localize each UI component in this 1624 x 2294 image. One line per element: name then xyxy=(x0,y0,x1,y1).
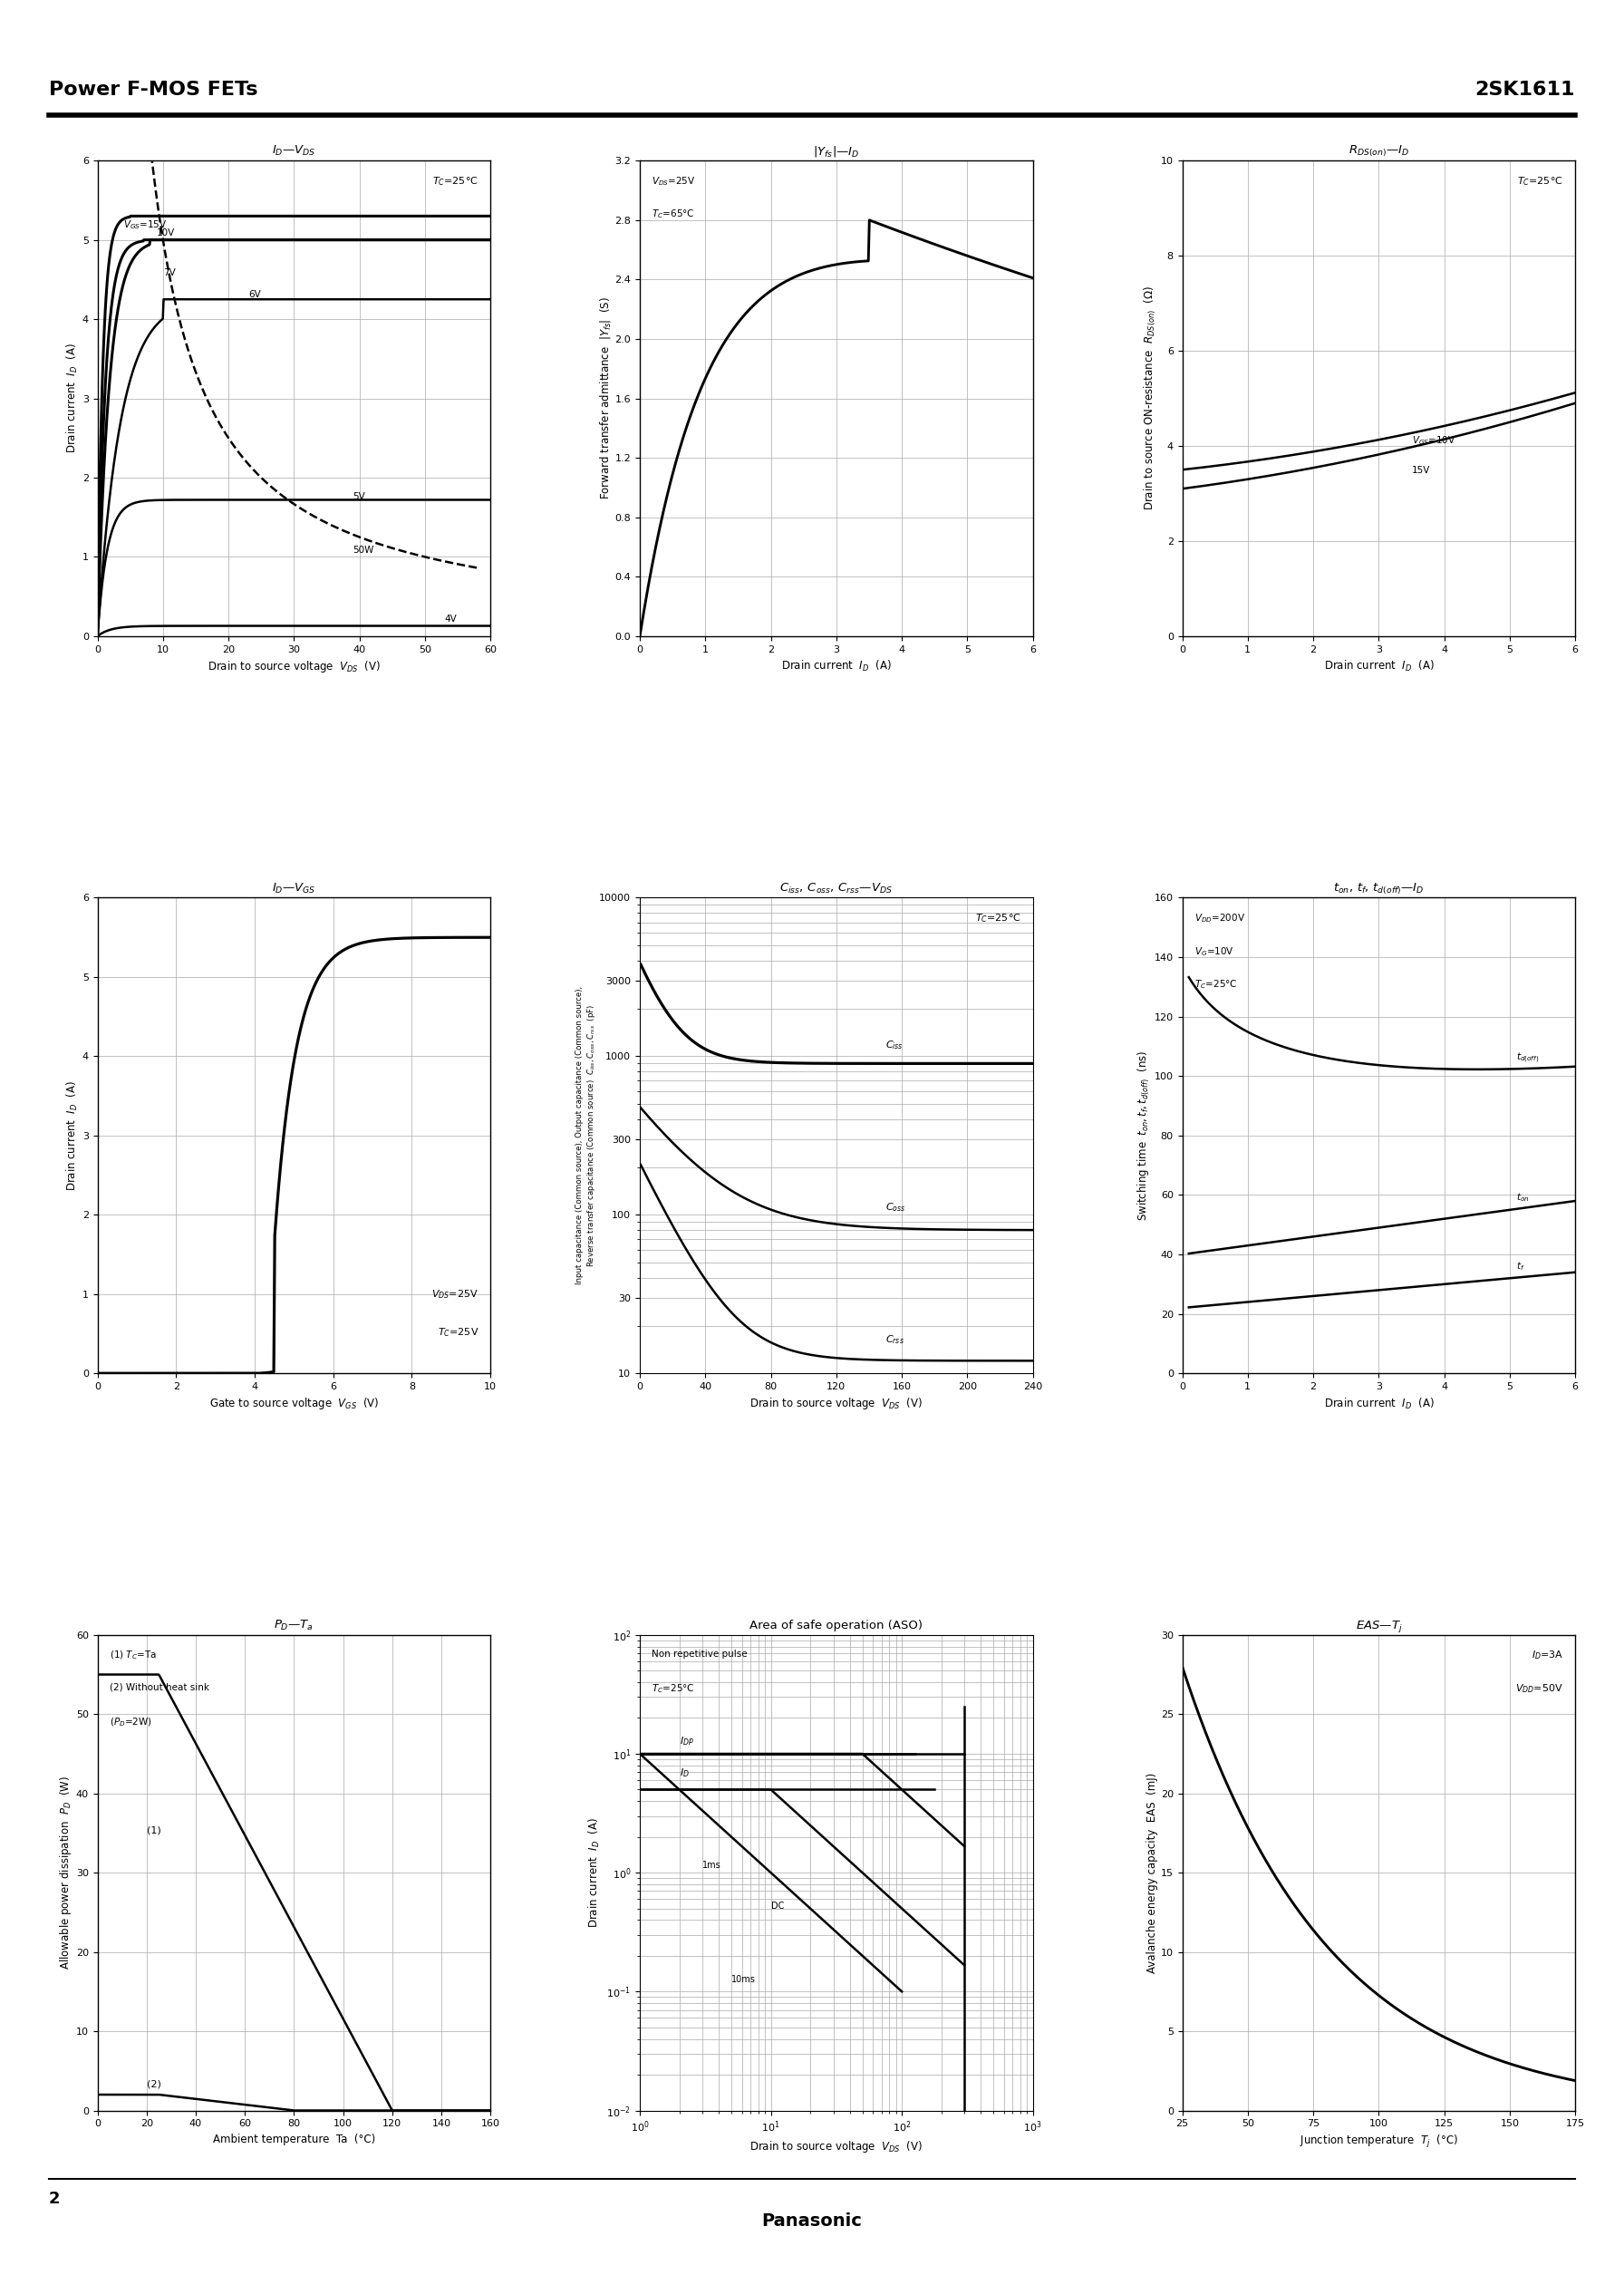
Text: Panasonic: Panasonic xyxy=(762,2211,862,2230)
Text: $I_{DP}$: $I_{DP}$ xyxy=(679,1734,693,1748)
Text: $C_{oss}$: $C_{oss}$ xyxy=(885,1200,906,1214)
Text: $V_{GS}$=10V: $V_{GS}$=10V xyxy=(1411,434,1455,447)
Title: $C_{iss},\, C_{oss},\, C_{rss} — V_{DS}$: $C_{iss},\, C_{oss},\, C_{rss} — V_{DS}$ xyxy=(780,881,893,895)
Text: 2SK1611: 2SK1611 xyxy=(1475,80,1575,99)
Text: $T_C$=65°C: $T_C$=65°C xyxy=(651,209,695,220)
Y-axis label: Drain to source ON-resistance  $R_{DS(on)}$  ($\Omega$): Drain to source ON-resistance $R_{DS(on)… xyxy=(1142,287,1158,512)
Y-axis label: Forward transfer admittance  $|Y_{fs}|$  (S): Forward transfer admittance $|Y_{fs}|$ (… xyxy=(598,296,612,500)
Text: $I_D$: $I_D$ xyxy=(679,1766,689,1780)
Title: Area of safe operation (ASO): Area of safe operation (ASO) xyxy=(750,1620,922,1631)
Title: $|Y_{fs}| — I_D$: $|Y_{fs}| — I_D$ xyxy=(814,145,859,158)
Text: $T_C$=25°C: $T_C$=25°C xyxy=(432,174,479,188)
Title: $EAS — T_j$: $EAS — T_j$ xyxy=(1356,1620,1402,1633)
Y-axis label: Drain current  $I_D$  (A): Drain current $I_D$ (A) xyxy=(65,344,80,454)
X-axis label: Drain to source voltage  $V_{DS}$  (V): Drain to source voltage $V_{DS}$ (V) xyxy=(750,2140,922,2154)
Y-axis label: Allowable power dissipation  $P_D$  (W): Allowable power dissipation $P_D$ (W) xyxy=(58,1776,73,1971)
Text: $T_C$=25°C: $T_C$=25°C xyxy=(651,1682,695,1695)
Text: 10ms: 10ms xyxy=(731,1975,755,1984)
Text: (2) Without heat sink: (2) Without heat sink xyxy=(109,1682,209,1691)
X-axis label: Drain current  $I_D$  (A): Drain current $I_D$ (A) xyxy=(781,658,892,674)
Title: $I_D — V_{GS}$: $I_D — V_{GS}$ xyxy=(271,881,317,895)
Text: 5V: 5V xyxy=(352,491,365,500)
Y-axis label: Avalanche energy capacity  EAS  (mJ): Avalanche energy capacity EAS (mJ) xyxy=(1147,1773,1158,1973)
Y-axis label: Drain current  $I_D$  (A): Drain current $I_D$ (A) xyxy=(65,1080,80,1191)
X-axis label: Ambient temperature  Ta  (°C): Ambient temperature Ta (°C) xyxy=(213,2133,375,2145)
Text: $T_C$=25°C: $T_C$=25°C xyxy=(974,913,1021,924)
Text: $t_{d(off)}$: $t_{d(off)}$ xyxy=(1517,1051,1540,1064)
Text: (2): (2) xyxy=(146,2078,161,2088)
Text: 6V: 6V xyxy=(248,289,260,298)
Text: 50W: 50W xyxy=(352,546,374,555)
Text: $T_C$=25°C: $T_C$=25°C xyxy=(1194,980,1237,991)
Text: $C_{iss}$: $C_{iss}$ xyxy=(885,1039,903,1051)
Title: $P_D — T_a$: $P_D — T_a$ xyxy=(274,1620,313,1633)
Text: $C_{rss}$: $C_{rss}$ xyxy=(885,1333,905,1347)
Title: $t_{on},\, t_f,\, t_{d(off)} — I_D$: $t_{on},\, t_f,\, t_{d(off)} — I_D$ xyxy=(1333,881,1424,897)
Text: (1): (1) xyxy=(146,1826,161,1835)
Text: Power F-MOS FETs: Power F-MOS FETs xyxy=(49,80,258,99)
X-axis label: Drain current  $I_D$  (A): Drain current $I_D$ (A) xyxy=(1324,658,1434,674)
Text: $I_D$=3A: $I_D$=3A xyxy=(1531,1649,1564,1661)
Y-axis label: Drain current  $I_D$  (A): Drain current $I_D$ (A) xyxy=(586,1817,601,1927)
Text: $t_f$: $t_f$ xyxy=(1517,1259,1525,1273)
X-axis label: Drain to source voltage  $V_{DS}$  (V): Drain to source voltage $V_{DS}$ (V) xyxy=(750,1397,922,1411)
Text: 2: 2 xyxy=(49,2191,60,2207)
Text: $V_{DS}$=25V: $V_{DS}$=25V xyxy=(432,1287,479,1301)
X-axis label: Gate to source voltage  $V_{GS}$  (V): Gate to source voltage $V_{GS}$ (V) xyxy=(209,1397,378,1411)
Text: $V_{GS}$=15V: $V_{GS}$=15V xyxy=(123,218,167,232)
Text: 7V: 7V xyxy=(162,268,175,278)
Text: $T_C$=25V: $T_C$=25V xyxy=(437,1326,479,1337)
X-axis label: Drain to source voltage  $V_{DS}$  (V): Drain to source voltage $V_{DS}$ (V) xyxy=(208,658,380,674)
Text: 4V: 4V xyxy=(445,615,456,624)
Text: (1) $T_C$=Ta: (1) $T_C$=Ta xyxy=(109,1649,156,1661)
Text: Non repetitive pulse: Non repetitive pulse xyxy=(651,1649,747,1659)
Text: $V_G$=10V: $V_G$=10V xyxy=(1194,945,1234,959)
Title: $R_{DS(on)} — I_D$: $R_{DS(on)} — I_D$ xyxy=(1348,145,1410,158)
Text: $V_{DS}$=25V: $V_{DS}$=25V xyxy=(651,174,695,188)
Text: DC: DC xyxy=(771,1902,784,1911)
Y-axis label: Input capacitance (Common source), Output capacitance (Common source),
Reverse t: Input capacitance (Common source), Outpu… xyxy=(575,986,596,1285)
Text: $T_C$=25°C: $T_C$=25°C xyxy=(1517,174,1564,188)
Text: 15V: 15V xyxy=(1411,466,1431,475)
Text: $V_{DD}$=50V: $V_{DD}$=50V xyxy=(1515,1682,1564,1695)
Text: $V_{DD}$=200V: $V_{DD}$=200V xyxy=(1194,913,1246,924)
Text: 10V: 10V xyxy=(156,229,175,239)
Text: ($P_D$=2W): ($P_D$=2W) xyxy=(109,1716,151,1727)
Y-axis label: Switching time  $t_{on},t_f,t_{d(off)}$  (ns): Switching time $t_{on},t_f,t_{d(off)}$ (… xyxy=(1137,1051,1151,1220)
X-axis label: Drain current  $I_D$  (A): Drain current $I_D$ (A) xyxy=(1324,1397,1434,1411)
X-axis label: Junction temperature  $T_j$  (°C): Junction temperature $T_j$ (°C) xyxy=(1299,2133,1458,2149)
Text: $t_{on}$: $t_{on}$ xyxy=(1517,1191,1530,1204)
Text: 1ms: 1ms xyxy=(702,1860,721,1870)
Title: $I_D — V_{DS}$: $I_D — V_{DS}$ xyxy=(271,145,317,158)
